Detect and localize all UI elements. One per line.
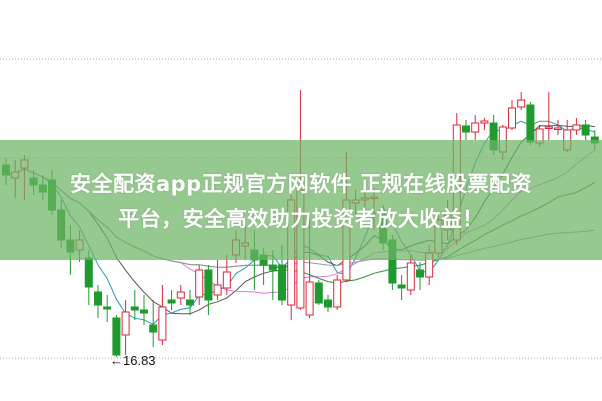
- candle-body: [462, 125, 470, 133]
- candle-body: [581, 124, 590, 136]
- banner-title-line-1: 安全配资app正规官方网软件 正规在线股票配资: [69, 172, 533, 196]
- candle-body: [517, 99, 526, 108]
- candle-body: [130, 306, 139, 311]
- candle-body: [471, 122, 480, 133]
- candle-body: [314, 282, 323, 304]
- low-price-annotation: ←16.83: [110, 353, 156, 368]
- candle-body: [416, 269, 424, 278]
- candle-body: [268, 264, 277, 271]
- candle-body: [158, 306, 167, 341]
- banner-title-line-2: 平台，安全高效助力投资者放大收益！: [118, 207, 484, 231]
- candle-body: [167, 299, 176, 304]
- candle-body: [103, 306, 112, 310]
- candle-body: [222, 271, 231, 289]
- candle-body: [112, 317, 121, 356]
- candle-body: [149, 324, 158, 333]
- candle-body: [121, 311, 130, 336]
- candle-body: [406, 262, 415, 291]
- candle-body: [213, 284, 222, 296]
- candle-body: [324, 299, 332, 308]
- candle-body: [186, 299, 194, 306]
- candle-body: [305, 281, 314, 316]
- candle-body: [572, 124, 581, 131]
- candle-body: [544, 126, 553, 129]
- candle-body: [554, 127, 562, 130]
- overlay-banner: [0, 140, 602, 260]
- candle-body: [84, 257, 93, 288]
- candle-body: [195, 269, 204, 298]
- candle-body: [278, 264, 286, 301]
- candle-body: [333, 279, 342, 308]
- candle-body: [94, 291, 102, 306]
- candle-body: [508, 107, 516, 129]
- candle-body: [397, 284, 406, 289]
- candle-body: [480, 120, 489, 124]
- candle-body: [176, 291, 185, 299]
- candle-body: [204, 269, 213, 301]
- candle-body: [526, 104, 535, 143]
- candle-body: [140, 309, 148, 314]
